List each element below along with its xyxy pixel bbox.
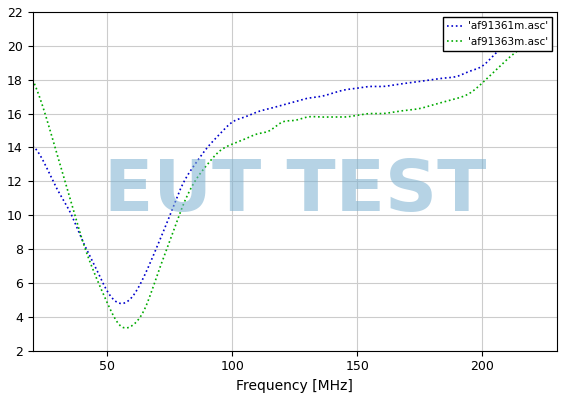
'af91361m.asc' [356,86,363,90]
Text: EUT TEST: EUT TEST [104,157,486,226]
'af91363m.asc' [418,106,425,110]
'af91363m.asc' [122,326,129,330]
'af91361m.asc' [327,92,334,96]
'af91363m.asc' [471,88,478,92]
Legend: 'af91361m.asc', 'af91363m.asc': 'af91361m.asc', 'af91363m.asc' [443,17,552,51]
'af91361m.asc' [118,301,125,306]
'af91363m.asc' [60,175,67,180]
Line: 'af91361m.asc': 'af91361m.asc' [33,20,545,304]
'af91361m.asc' [341,88,347,92]
'af91363m.asc' [29,77,36,82]
Line: 'af91363m.asc': 'af91363m.asc' [33,37,545,328]
'af91363m.asc' [341,115,347,120]
'af91361m.asc' [471,67,478,72]
'af91361m.asc' [418,79,425,84]
'af91363m.asc' [540,35,547,40]
'af91363m.asc' [327,114,334,119]
'af91361m.asc' [60,198,67,203]
'af91363m.asc' [541,35,548,40]
X-axis label: Frequency [MHz]: Frequency [MHz] [236,379,353,393]
'af91363m.asc' [356,112,363,117]
'af91361m.asc' [541,18,548,23]
'af91361m.asc' [29,143,36,148]
